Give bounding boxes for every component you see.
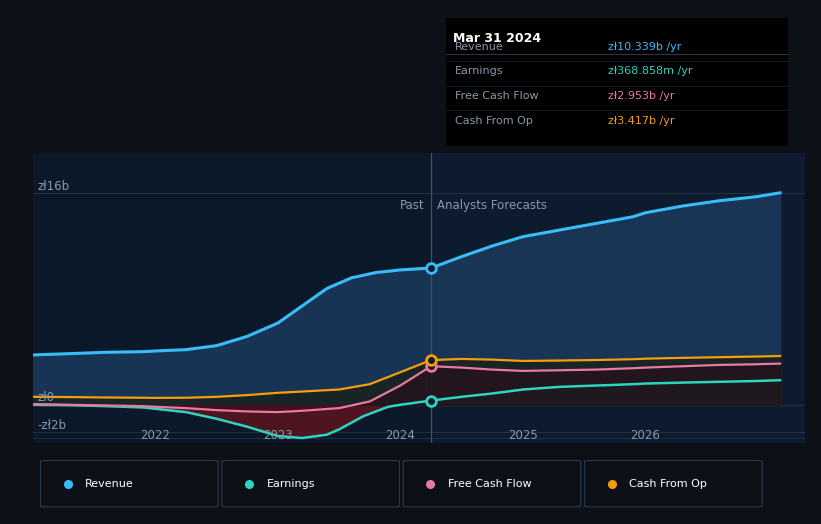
Text: 2022: 2022 xyxy=(140,429,170,442)
Text: 2023: 2023 xyxy=(263,429,293,442)
Text: 2025: 2025 xyxy=(508,429,538,442)
Text: -zł2b: -zł2b xyxy=(38,419,67,432)
Text: Free Cash Flow: Free Cash Flow xyxy=(448,479,532,489)
Text: zł16b: zł16b xyxy=(38,180,70,193)
Text: Analysts Forecasts: Analysts Forecasts xyxy=(437,200,547,212)
Text: Past: Past xyxy=(400,200,424,212)
Text: zł3.417b /yr: zł3.417b /yr xyxy=(608,116,674,126)
Text: Earnings: Earnings xyxy=(267,479,315,489)
Text: 2026: 2026 xyxy=(631,429,660,442)
Text: Earnings: Earnings xyxy=(455,67,503,77)
Text: Free Cash Flow: Free Cash Flow xyxy=(455,91,539,101)
Text: 2024: 2024 xyxy=(385,429,415,442)
Text: Cash From Op: Cash From Op xyxy=(455,116,533,126)
Text: Mar 31 2024: Mar 31 2024 xyxy=(453,32,542,45)
Text: zł10.339b /yr: zł10.339b /yr xyxy=(608,42,681,52)
Text: Revenue: Revenue xyxy=(85,479,134,489)
Text: zł368.858m /yr: zł368.858m /yr xyxy=(608,67,692,77)
Text: Revenue: Revenue xyxy=(455,42,504,52)
Text: Cash From Op: Cash From Op xyxy=(630,479,707,489)
Bar xyxy=(33,153,431,443)
Text: zł0: zł0 xyxy=(38,391,55,404)
Text: zł2.953b /yr: zł2.953b /yr xyxy=(608,91,674,101)
FancyBboxPatch shape xyxy=(446,18,787,146)
